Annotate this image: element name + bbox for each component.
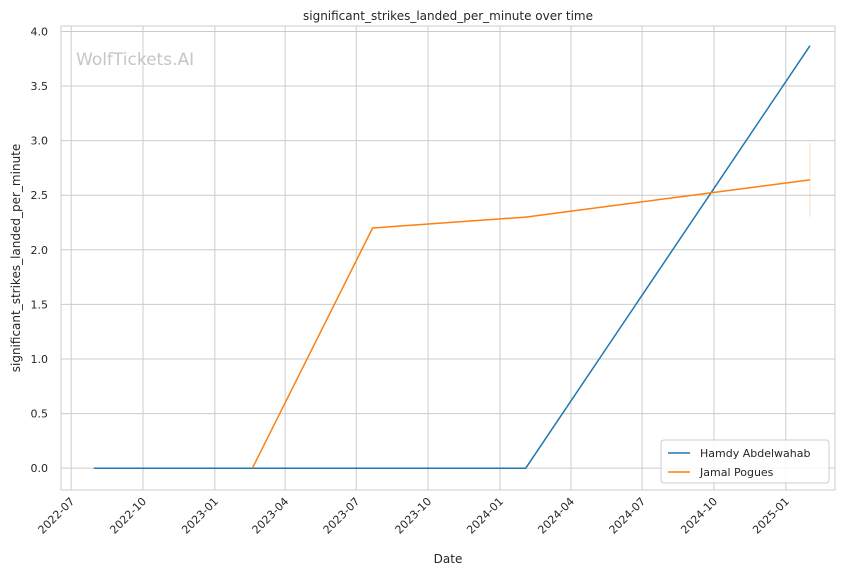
- x-tick-label: 2024-10: [678, 495, 720, 537]
- y-tick-label: 3.0: [31, 135, 49, 148]
- x-tick-label: 2023-04: [250, 495, 292, 537]
- legend: Hamdy Abdelwahab Jamal Pogues: [660, 439, 830, 484]
- x-tick-label: 2023-07: [321, 495, 363, 537]
- watermark: WolfTickets.AI: [76, 50, 194, 70]
- plot-area: [60, 25, 836, 491]
- x-tick-label: 2022-10: [107, 495, 149, 537]
- y-tick-label: 1.5: [31, 298, 49, 311]
- y-tick-label: 1.0: [31, 353, 49, 366]
- x-tick-label: 2024-04: [535, 495, 577, 537]
- x-tick-label: 2024-07: [607, 495, 649, 537]
- x-axis-ticks: 2022-07 2022-10 2023-01 2023-04 2023-07 2023-…: [36, 495, 792, 537]
- y-tick-label: 4.0: [31, 25, 49, 38]
- x-tick-label: 2023-10: [393, 495, 435, 537]
- y-tick-label: 0.0: [31, 462, 49, 475]
- x-tick-label: 2023-01: [179, 495, 221, 537]
- chart-title: significant_strikes_landed_per_minute ov…: [303, 9, 593, 23]
- legend-label: Hamdy Abdelwahab: [700, 447, 810, 460]
- series-line-1: [251, 179, 811, 469]
- x-axis-label: Date: [434, 552, 463, 566]
- y-axis-label: significant_strikes_landed_per_minute: [9, 144, 23, 373]
- y-tick-label: 2.0: [31, 244, 49, 257]
- y-axis-ticks: 0.0 0.5 1.0 1.5 2.0 2.5 3.0 3.5 4.0: [31, 25, 49, 475]
- x-tick-label: 2024-01: [464, 495, 506, 537]
- y-tick-label: 0.5: [31, 408, 49, 421]
- x-tick-label: 2025-01: [750, 495, 792, 537]
- legend-box: [660, 439, 830, 484]
- series-line-0: [93, 45, 811, 469]
- x-tick-label: 2022-07: [36, 495, 78, 537]
- series-layer: [93, 45, 811, 469]
- legend-label: Jamal Pogues: [699, 466, 774, 479]
- y-tick-label: 3.5: [31, 80, 49, 93]
- y-tick-label: 2.5: [31, 189, 49, 202]
